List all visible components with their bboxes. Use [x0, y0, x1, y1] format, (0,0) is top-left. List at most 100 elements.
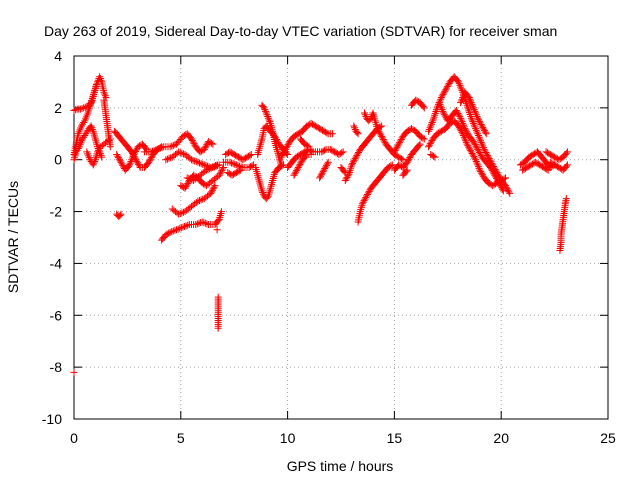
data-point [360, 197, 368, 205]
data-point [331, 148, 339, 156]
data-point [231, 170, 239, 178]
data-point [476, 119, 484, 127]
data-point [419, 134, 427, 142]
data-point [489, 168, 497, 176]
data-point [237, 163, 245, 171]
data-point [390, 148, 398, 156]
data-point [328, 130, 336, 138]
data-point [197, 196, 205, 204]
data-point [373, 125, 381, 133]
data-point [468, 100, 476, 108]
data-point [117, 210, 125, 218]
data-point [480, 125, 488, 133]
data-point [181, 184, 189, 192]
data-point [259, 189, 267, 197]
data-point [457, 99, 465, 107]
data-point [259, 103, 267, 111]
data-point [228, 171, 236, 179]
data-point [395, 161, 403, 169]
data-point [551, 161, 559, 169]
data-point [163, 155, 171, 163]
data-point [226, 158, 234, 166]
data-point [463, 128, 471, 136]
data-point [87, 100, 95, 108]
data-point [185, 175, 193, 183]
data-point [74, 144, 82, 152]
data-point [519, 166, 527, 174]
data-point [458, 118, 466, 126]
data-point [198, 179, 206, 187]
data-point [231, 160, 239, 168]
data-point [314, 124, 322, 132]
data-point [98, 153, 106, 161]
data-series-arc-e3 [254, 122, 292, 159]
data-point [524, 163, 532, 171]
data-point [358, 200, 366, 208]
data-point [457, 127, 465, 135]
data-point [553, 163, 561, 171]
data-series-arc-d3 [224, 166, 245, 179]
data-series-arc-c4 [183, 161, 223, 184]
data-point [364, 189, 372, 197]
data-series-arc-h4 [399, 166, 411, 179]
data-point [311, 122, 319, 130]
data-series-arc-f2 [284, 145, 347, 171]
data-point [320, 166, 328, 174]
data-point [545, 150, 553, 158]
data-point [281, 145, 289, 153]
data-series-arc-e2 [252, 161, 287, 203]
data-point [124, 162, 132, 170]
data-series-arc-i3 [435, 99, 507, 195]
data-point [320, 127, 328, 135]
data-point [117, 158, 125, 166]
data-point [349, 158, 357, 166]
data-point [219, 165, 227, 173]
data-point [457, 116, 465, 124]
data-point [340, 167, 348, 175]
data-point [234, 168, 242, 176]
data-point [272, 134, 280, 142]
data-point [379, 135, 387, 143]
data-point [474, 114, 482, 122]
data-point [195, 219, 203, 227]
data-point [282, 144, 290, 152]
data-point [472, 125, 480, 133]
data-point [113, 151, 121, 159]
data-point [100, 88, 108, 96]
data-point [489, 182, 497, 190]
data-point [182, 183, 190, 191]
data-point [280, 148, 288, 156]
data-point [404, 157, 412, 165]
data-point [162, 231, 170, 239]
data-point [277, 153, 285, 161]
data-point [350, 122, 358, 130]
data-point [179, 223, 187, 231]
data-point [363, 192, 371, 200]
data-point [501, 174, 509, 182]
data-point [283, 142, 291, 150]
data-point [541, 164, 549, 172]
data-point [466, 95, 474, 103]
data-point [157, 144, 165, 152]
data-point [475, 117, 483, 125]
data-series-arc-i1 [425, 73, 514, 197]
data-point [457, 83, 465, 91]
data-point [474, 130, 482, 138]
data-point [464, 92, 472, 100]
data-point [505, 188, 513, 196]
data-point [271, 132, 279, 140]
data-point [292, 153, 300, 161]
data-point [490, 181, 498, 189]
data-point [478, 171, 486, 179]
data-point [461, 135, 469, 143]
data-point [454, 110, 462, 118]
data-point [214, 217, 222, 225]
data-point [321, 146, 329, 154]
data-point [476, 150, 484, 158]
data-point [531, 158, 539, 166]
data-point [468, 149, 476, 157]
data-point [183, 174, 191, 182]
data-point [128, 154, 136, 162]
data-point [335, 151, 343, 159]
